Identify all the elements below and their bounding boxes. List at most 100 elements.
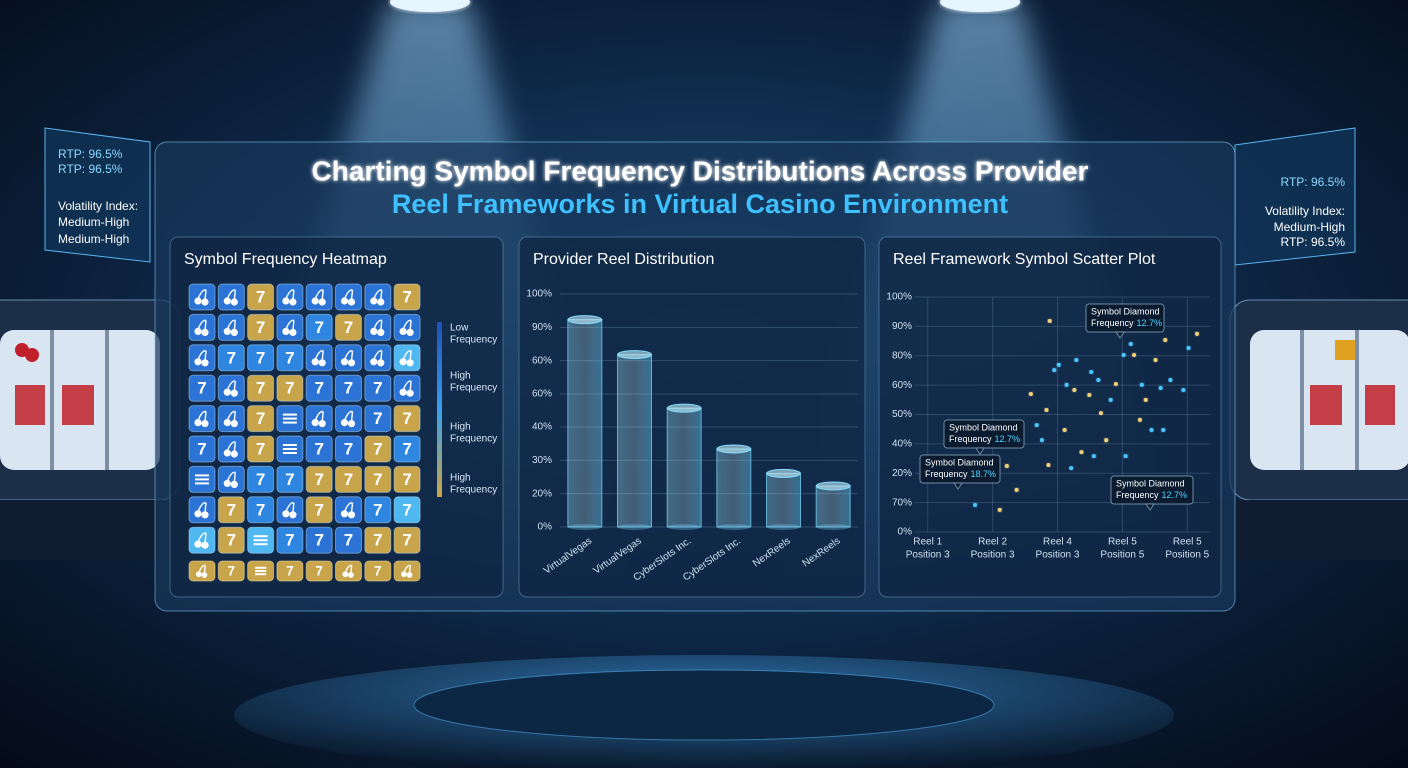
title: Charting Symbol Frequency Distributions … <box>312 155 1089 186</box>
symbol-cherry <box>194 419 202 427</box>
symbol-cherry-stem <box>343 289 354 301</box>
symbol-cherry <box>282 327 290 335</box>
bar-base <box>667 524 702 530</box>
symbol-cherry-stem <box>197 350 207 361</box>
symbol-cherry <box>201 511 209 519</box>
scatter-point <box>1064 382 1069 387</box>
y-tick-label: 20% <box>532 488 552 499</box>
symbol-seven: 7 <box>373 500 382 519</box>
legend-label: Frequency <box>450 383 497 394</box>
annotation-detail-label: Frequency <box>1091 318 1134 328</box>
summary-cell <box>188 560 216 582</box>
side-text: Volatility Index: <box>58 199 138 213</box>
symbol-cherry <box>399 388 407 396</box>
heatmap-cell <box>217 374 245 402</box>
heatmap-cell <box>276 344 304 372</box>
symbol-seven: 7 <box>285 379 294 398</box>
heatmap-cell <box>217 496 245 524</box>
symbol-seven: 7 <box>344 531 353 550</box>
annotation-detail: Frequency 12.7% <box>949 434 1020 444</box>
side-text: RTP: 96.5% <box>1281 235 1346 249</box>
bar <box>766 472 801 528</box>
symbol-seven: 7 <box>373 531 382 550</box>
symbol-cherry-stem <box>226 471 236 483</box>
stage-platform <box>413 669 995 741</box>
heatmap-cell <box>305 526 333 554</box>
scatter-point <box>1072 388 1077 393</box>
heatmap-cell <box>364 465 392 493</box>
heatmap-cell <box>393 435 421 463</box>
heatmap-cell <box>217 526 245 554</box>
scatter-point <box>1052 368 1057 373</box>
side-text: RTP: 96.5% <box>58 162 123 176</box>
symbol-cherry <box>406 572 413 578</box>
symbol-seven: 7 <box>402 287 411 306</box>
symbol-seven: 7 <box>373 409 382 428</box>
bar <box>617 354 652 528</box>
bar-cap <box>766 468 801 478</box>
symbol-bar <box>253 543 268 546</box>
bar-base <box>816 524 851 530</box>
symbol-cherry <box>223 479 231 487</box>
y-tick-label: 20% <box>892 468 912 479</box>
legend-label: Low <box>450 323 469 334</box>
symbol-seven: 7 <box>314 500 323 519</box>
symbol-cherry <box>340 297 349 305</box>
annotation-box <box>1085 303 1165 333</box>
heatmap-cell <box>364 405 392 433</box>
symbol-cherry <box>223 419 231 427</box>
heatmap-cell <box>276 374 304 402</box>
symbol-cherry <box>201 328 209 336</box>
y-tick-label: 40% <box>532 422 552 433</box>
summary-cell <box>393 560 421 582</box>
scatter-point <box>1039 438 1044 443</box>
x-tick-label: Position 3 <box>906 550 950 561</box>
symbol-cherry-stem <box>403 564 411 574</box>
symbol-cherry-stem <box>226 319 236 331</box>
heatmap-cell <box>188 374 216 402</box>
scatter-point <box>1074 357 1079 362</box>
scatter-point <box>1044 408 1049 413</box>
y-tick-label: 0% <box>538 522 553 533</box>
bar <box>567 319 603 528</box>
symbol-cherry-stem <box>226 380 236 392</box>
annotation-pointer <box>975 447 985 455</box>
heatmap-cell <box>393 313 421 341</box>
bar-base <box>716 524 751 530</box>
symbol-cherry <box>311 419 319 427</box>
annotation-value: 12.7% <box>1162 490 1188 500</box>
heatmap-cell <box>217 313 245 341</box>
symbol-cherry <box>289 328 297 336</box>
legend-label: High <box>450 371 471 382</box>
x-tick-label: Reel 2 <box>978 537 1007 548</box>
symbol-cherry <box>318 359 326 367</box>
scatter-point <box>1195 331 1200 336</box>
symbol-cherry <box>201 420 209 428</box>
x-tick-label: Position 3 <box>971 550 1015 561</box>
heatmap-cell <box>305 374 333 402</box>
symbol-cherry <box>201 298 209 306</box>
scatter-point <box>1056 362 1061 367</box>
symbol-seven: 7 <box>373 379 382 398</box>
bar-cap <box>716 444 752 454</box>
symbol-bar <box>255 573 267 576</box>
scatter-point <box>1161 428 1166 433</box>
scatter-point <box>1091 454 1096 459</box>
symbol-cherry <box>347 420 356 428</box>
symbol-cherry-stem <box>314 289 324 301</box>
heatmap-title: Symbol Frequency Heatmap <box>184 251 387 268</box>
symbol-cherry-stem <box>197 532 207 544</box>
heatmap-cell <box>364 526 392 554</box>
symbol-cherry <box>318 420 326 428</box>
symbol-cherry <box>370 297 378 305</box>
symbol-bar <box>282 452 297 454</box>
symbol-seven: 7 <box>374 564 382 579</box>
heatmap-cell <box>247 313 275 341</box>
symbol-bar <box>195 478 209 481</box>
heatmap-cell <box>364 496 392 524</box>
symbol-seven: 7 <box>373 470 382 489</box>
annotation-detail-label: Frequency <box>949 434 992 444</box>
y-tick-label: 100% <box>886 292 912 303</box>
scatter-point <box>1089 369 1094 374</box>
heatmap-cell <box>393 526 421 554</box>
